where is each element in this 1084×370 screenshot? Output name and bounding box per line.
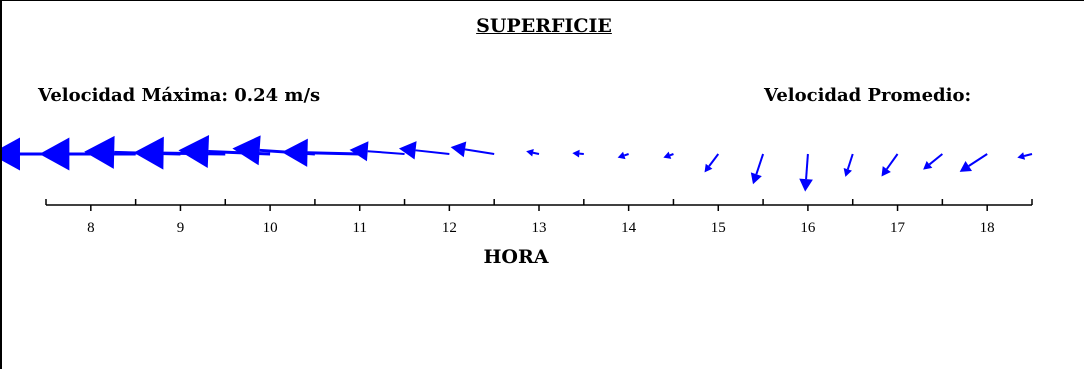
vector-head: [282, 139, 308, 167]
vector-head: [178, 135, 209, 168]
vector-shaft: [465, 149, 494, 154]
velocity-vector: [526, 149, 539, 157]
vector-head: [960, 161, 972, 172]
vector-series: [2, 135, 1032, 192]
velocity-vector: [705, 154, 719, 172]
vector-shaft: [848, 154, 853, 169]
x-tick-label: 8: [87, 220, 95, 236]
vector-head: [799, 179, 813, 192]
velocity-vector: [844, 154, 853, 177]
x-tick-label: 15: [711, 220, 726, 236]
x-tick-label: 11: [353, 220, 367, 236]
vector-head: [84, 136, 114, 169]
velocity-vector: [1017, 152, 1032, 159]
vector-head: [134, 137, 164, 170]
vector-head: [2, 138, 20, 171]
vector-shaft: [670, 154, 674, 155]
vector-shaft: [368, 151, 405, 154]
vector-head: [350, 141, 369, 161]
x-tick-label: 16: [800, 220, 816, 236]
vector-shaft: [969, 154, 987, 166]
x-axis: 8 9 10 11 12 13 14 15 16 17 18: [46, 199, 1032, 236]
vector-shaft: [416, 150, 450, 154]
vector-shaft: [709, 154, 718, 166]
vector-shaft: [756, 154, 763, 174]
velocity-vector: [663, 152, 673, 159]
vector-head: [451, 141, 467, 157]
vector-head: [526, 149, 534, 157]
velocity-vector: [923, 154, 942, 170]
vector-head: [844, 168, 852, 177]
x-tick-label: 14: [621, 220, 637, 236]
vector-shaft: [887, 154, 898, 169]
velocity-vector: [282, 139, 360, 167]
x-tick-label: 10: [263, 220, 278, 236]
x-tick-label: 18: [980, 220, 995, 236]
velocity-vector: [399, 141, 449, 159]
velocity-vector: [618, 152, 629, 159]
vector-shaft: [806, 154, 808, 179]
vector-shaft: [308, 153, 360, 154]
velocity-vector: [882, 154, 898, 176]
x-tick-label: 13: [532, 220, 547, 236]
velocity-vector: [572, 150, 583, 158]
vector-head: [572, 150, 579, 158]
velocity-vector: [960, 154, 988, 172]
velocity-vector: [751, 154, 763, 184]
velocity-vector: [799, 154, 813, 192]
x-tick-label: 12: [442, 220, 457, 236]
vector-head: [882, 166, 891, 176]
velocity-vector: [350, 141, 405, 161]
vector-head: [399, 141, 417, 159]
x-tick-label: 17: [890, 220, 906, 236]
velocity-vector: [451, 141, 495, 157]
vector-shaft: [1024, 154, 1032, 156]
vector-head: [232, 135, 260, 165]
vector-head: [39, 138, 69, 171]
vector-shaft: [929, 154, 942, 164]
x-tick-label: 9: [177, 220, 185, 236]
x-axis-label: HORA: [483, 246, 548, 268]
vector-shaft: [624, 154, 628, 155]
vector-shaft: [533, 153, 539, 154]
vector-head: [1017, 152, 1025, 159]
